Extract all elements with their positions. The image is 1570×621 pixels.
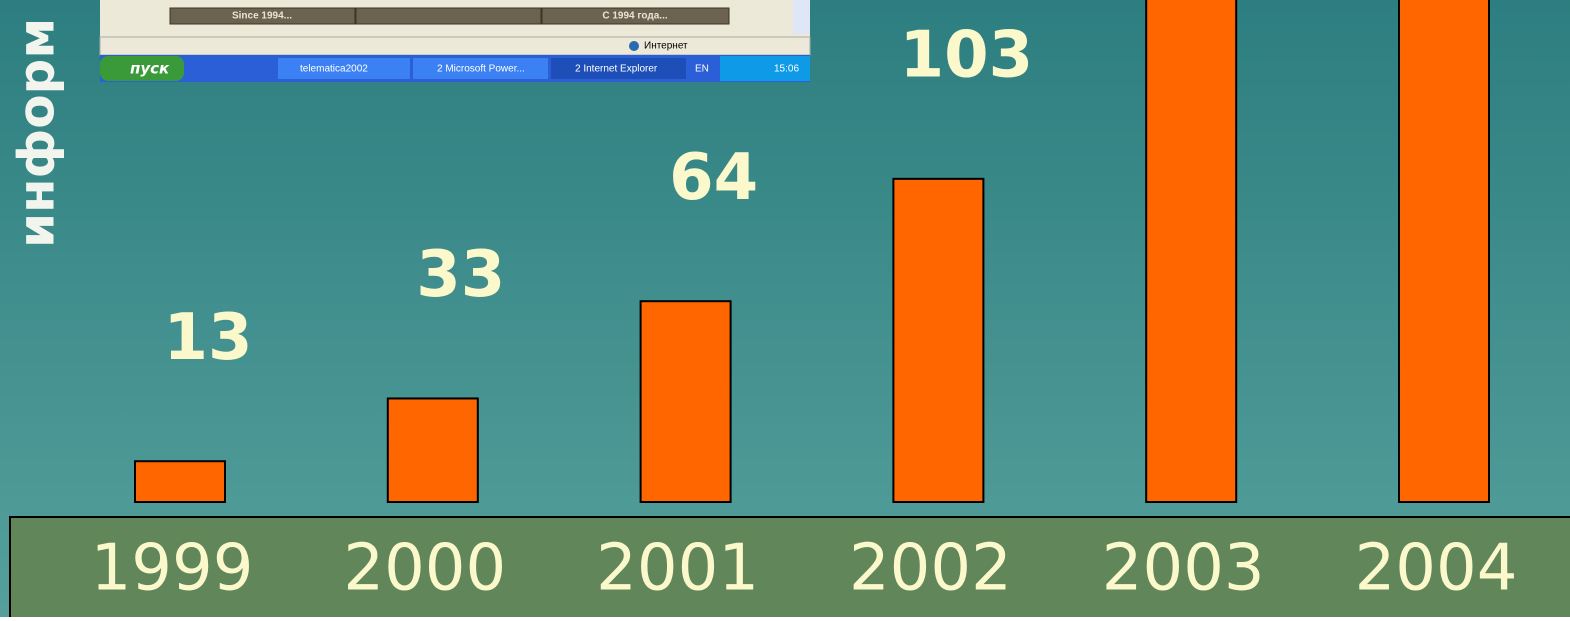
x-tick-label: 2000 <box>343 532 506 606</box>
value-label: 13 <box>163 301 252 375</box>
task-label[interactable]: 2 Internet Explorer <box>575 64 658 75</box>
status-bar <box>100 37 810 55</box>
bar <box>1399 0 1489 502</box>
lang: EN <box>695 64 709 75</box>
value-label: 103 <box>900 18 1034 92</box>
x-tick-label: 2003 <box>1102 532 1265 606</box>
task-label[interactable]: telematica2002 <box>300 64 368 75</box>
globe-icon <box>629 41 639 51</box>
start-label[interactable]: пуск <box>130 60 170 78</box>
side-text: информ <box>8 18 66 248</box>
value-label: 33 <box>416 238 505 312</box>
button-label: С 1994 года... <box>602 11 668 22</box>
bar <box>1146 0 1236 502</box>
x-tick-label: 2002 <box>849 532 1012 606</box>
x-tick-label: 2001 <box>596 532 759 606</box>
value-label: 64 <box>669 141 758 215</box>
scrollbar <box>793 0 810 34</box>
clock: 15:06 <box>774 64 799 75</box>
status-text: Интернет <box>644 41 688 52</box>
bar <box>893 179 983 502</box>
task-label[interactable]: 2 Microsoft Power... <box>437 64 525 75</box>
page: информ Since 1994... С 1994 года... Инте… <box>0 0 1570 617</box>
button <box>356 8 541 24</box>
embedded-screenshot: Since 1994... С 1994 года... Интернет пу… <box>100 0 810 82</box>
bar <box>388 398 478 502</box>
x-tick-label: 1999 <box>91 532 254 606</box>
bar <box>135 461 225 502</box>
bar <box>641 301 731 502</box>
slide: информ Since 1994... С 1994 года... Инте… <box>0 0 1570 617</box>
x-tick-label: 2004 <box>1355 532 1518 606</box>
button-label: Since 1994... <box>232 11 292 22</box>
